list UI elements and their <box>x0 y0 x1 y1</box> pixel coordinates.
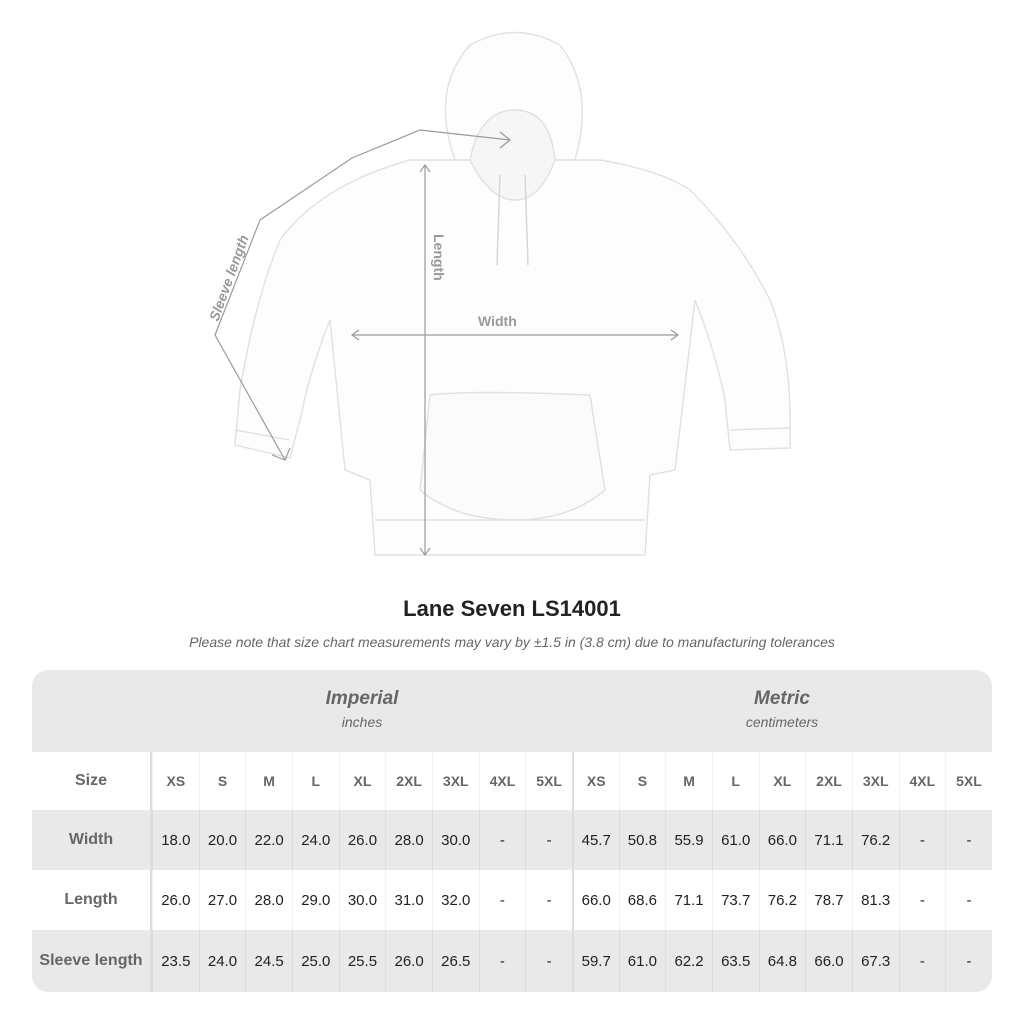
value-cell: - <box>898 810 946 870</box>
value-cell: - <box>478 930 526 992</box>
table-header: Imperial inches Metric centimeters <box>32 670 992 752</box>
size-header-cell: 4XL <box>478 752 526 810</box>
imperial-unit: inches <box>341 714 383 730</box>
hoodie-diagram: Sleeve length Length Width <box>206 31 791 557</box>
sleeve-length-label: Sleeve length <box>206 233 252 323</box>
table-row: Sleeve length 23.5 24.0 24.5 25.0 25.5 26.0 26.… <box>32 930 992 992</box>
value-cell: 23.5 <box>152 930 199 992</box>
table-row: Length 26.0 27.0 28.0 29.0 30.0 31.0 32.0- -66.0… <box>32 870 992 930</box>
imperial-group: Imperial inches <box>152 670 572 752</box>
value-cell: 78.7 <box>805 870 852 930</box>
size-chart-table: Imperial inches Metric centimeters Size X… <box>32 670 992 992</box>
value-cell: 45.7 <box>571 810 619 870</box>
value-cell: 71.1 <box>805 810 852 870</box>
size-header-cell: 3XL <box>851 752 899 810</box>
page-title: Lane Seven LS14001 <box>403 596 621 621</box>
size-header-cell: 2XL <box>805 752 852 810</box>
value-cell: - <box>525 810 572 870</box>
size-header-cell: M <box>245 752 292 810</box>
value-cell: 68.6 <box>618 870 666 930</box>
value-cell: 76.2 <box>758 870 806 930</box>
value-cell: - <box>945 930 992 992</box>
metric-group: Metric centimeters <box>572 670 992 752</box>
row-label: Size <box>32 752 152 810</box>
table-row: Width 18.0 20.0 22.0 24.0 26.0 28.0 30.0- -45.7 5… <box>32 810 992 870</box>
value-cell: 55.9 <box>665 810 712 870</box>
value-cell: 81.3 <box>851 870 899 930</box>
metric-unit: centimeters <box>745 714 819 730</box>
width-label: Width <box>478 313 517 329</box>
value-cell: 26.0 <box>338 810 386 870</box>
value-cell: - <box>478 870 526 930</box>
value-cell: - <box>525 930 572 992</box>
length-label: Length <box>431 234 447 281</box>
value-cell: 24.0 <box>198 930 246 992</box>
tolerance-note: Please note that size chart measurements… <box>189 634 835 650</box>
value-cell: 24.0 <box>291 810 339 870</box>
size-header-cell: 5XL <box>945 752 992 810</box>
value-cell: 29.0 <box>291 870 339 930</box>
value-cell: 22.0 <box>245 810 292 870</box>
measure-lines <box>214 129 680 557</box>
metric-title: Metric <box>754 688 810 709</box>
size-header-cell: L <box>291 752 339 810</box>
value-cell: 62.2 <box>665 930 712 992</box>
value-cell: 67.3 <box>851 930 899 992</box>
value-cell: 28.0 <box>385 810 432 870</box>
value-cell: 26.0 <box>152 870 199 930</box>
value-cell: 59.7 <box>571 930 619 992</box>
value-cell: 27.0 <box>198 870 246 930</box>
size-header-cell: XS <box>571 752 619 810</box>
value-cell: 32.0 <box>431 870 479 930</box>
value-cell: 66.0 <box>758 810 806 870</box>
value-cell: 66.0 <box>571 870 619 930</box>
value-cell: - <box>478 810 526 870</box>
value-cell: - <box>945 870 992 930</box>
value-cell: - <box>525 870 572 930</box>
value-cell: 73.7 <box>711 870 759 930</box>
row-label: Width <box>32 810 152 870</box>
value-cell: 71.1 <box>665 870 712 930</box>
size-header-cell: S <box>618 752 666 810</box>
size-header-cell: 4XL <box>898 752 946 810</box>
value-cell: 31.0 <box>385 870 432 930</box>
value-cell: 18.0 <box>152 810 199 870</box>
size-header-cell: L <box>711 752 759 810</box>
size-header-cell: XS <box>152 752 199 810</box>
value-cell: 66.0 <box>805 930 852 992</box>
value-cell: 64.8 <box>758 930 806 992</box>
value-cell: 26.5 <box>431 930 479 992</box>
size-header-cell: M <box>665 752 712 810</box>
value-cell: 76.2 <box>851 810 899 870</box>
value-cell: - <box>898 930 946 992</box>
value-cell: 26.0 <box>385 930 432 992</box>
value-cell: 61.0 <box>711 810 759 870</box>
value-cell: 24.5 <box>245 930 292 992</box>
row-label: Sleeve length <box>32 930 152 992</box>
value-cell: 63.5 <box>711 930 759 992</box>
size-header-cell: 3XL <box>431 752 479 810</box>
table-row: Size XS S M L XL 2XL 3XL 4XL 5XL XS S M L XL 2XL 3XL 4XL 5… <box>32 752 992 810</box>
value-cell: 30.0 <box>431 810 479 870</box>
size-header-cell: XL <box>758 752 806 810</box>
value-cell: 25.0 <box>291 930 339 992</box>
size-header-cell: S <box>198 752 246 810</box>
value-cell: 61.0 <box>618 930 666 992</box>
value-cell: - <box>945 810 992 870</box>
value-cell: 50.8 <box>618 810 666 870</box>
imperial-title: Imperial <box>325 688 399 709</box>
value-cell: 28.0 <box>245 870 292 930</box>
value-cell: 20.0 <box>198 810 246 870</box>
size-header-cell: 2XL <box>385 752 432 810</box>
value-cell: - <box>898 870 946 930</box>
value-cell: 25.5 <box>338 930 386 992</box>
size-header-cell: 5XL <box>525 752 572 810</box>
row-label: Length <box>32 870 152 930</box>
size-header-cell: XL <box>338 752 386 810</box>
value-cell: 30.0 <box>338 870 386 930</box>
hoodie-illustration <box>234 31 791 556</box>
